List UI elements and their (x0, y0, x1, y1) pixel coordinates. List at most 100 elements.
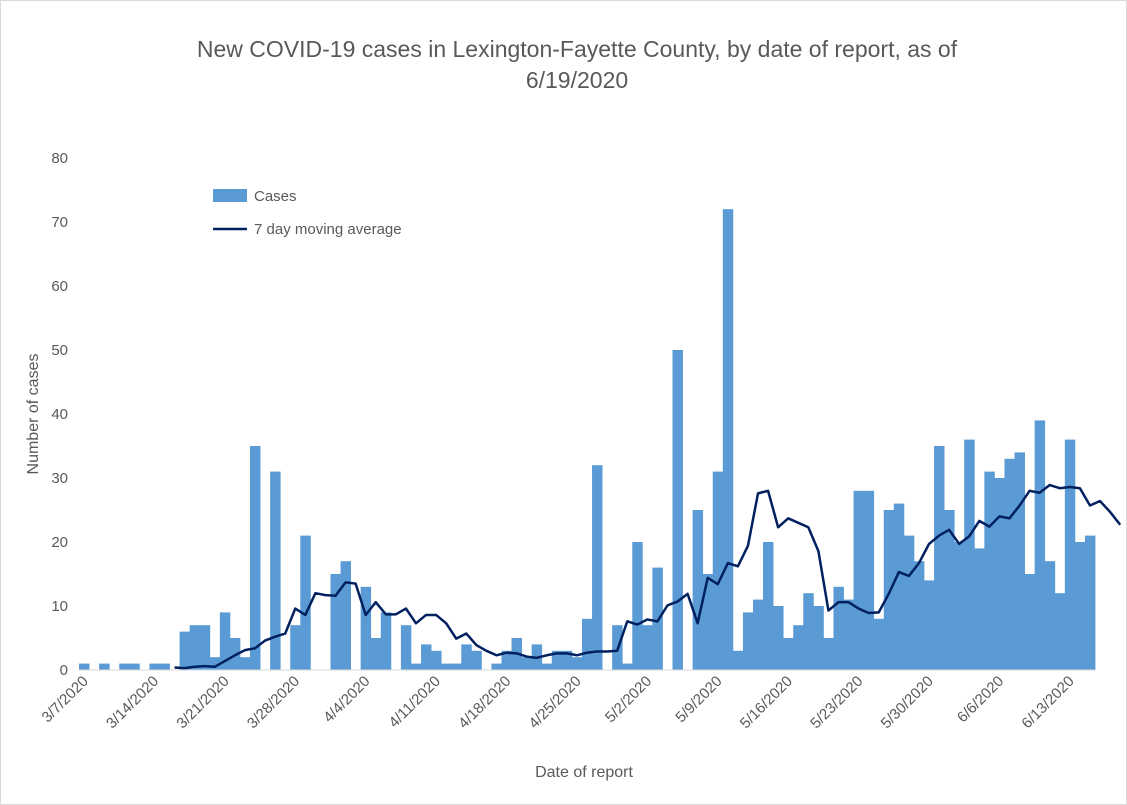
case-bar (270, 471, 281, 670)
case-bar (763, 542, 774, 670)
case-bar (944, 510, 955, 670)
case-bar (692, 510, 704, 670)
case-bar (783, 638, 794, 670)
x-tick-label: 4/4/2020 (320, 673, 373, 726)
case-bar (461, 644, 472, 670)
case-bar (984, 471, 995, 670)
case-bar (1034, 420, 1046, 670)
case-bar (853, 490, 865, 670)
legend-swatch-cases (213, 189, 247, 202)
case-bar (431, 650, 442, 670)
case-bar (380, 612, 392, 670)
case-bar (360, 586, 372, 670)
chart-title: New COVID-19 cases in Lexington-Fayette … (197, 36, 958, 93)
case-bar (199, 625, 211, 670)
case-bar (119, 663, 130, 670)
case-bar (561, 650, 573, 670)
y-tick-label: 60 (51, 278, 68, 295)
title-line-1: New COVID-19 cases in Lexington-Fayette … (197, 36, 958, 62)
case-bar (370, 638, 382, 670)
case-bar (1004, 458, 1015, 670)
y-tick-label: 50 (51, 342, 68, 359)
case-bar (883, 510, 895, 670)
x-axis-title: Date of report (535, 764, 633, 781)
case-bar (149, 663, 160, 670)
case-bar (209, 657, 221, 670)
case-bar (410, 663, 422, 670)
case-bar (742, 612, 754, 670)
x-axis-ticks: 3/7/2020 3/14/2020 3/21/2020 3/28/2020 4/4/2… (39, 673, 1078, 732)
case-bar (551, 650, 563, 670)
case-bar (712, 471, 724, 670)
case-bar (1064, 439, 1076, 670)
case-bar (239, 657, 251, 670)
case-bar (219, 612, 231, 670)
x-tick-label: 6/6/2020 (954, 673, 1007, 726)
case-bar (1014, 452, 1025, 670)
case-bar (813, 606, 824, 670)
case-bar (934, 446, 945, 670)
case-bar (863, 490, 875, 670)
case-bar (823, 638, 834, 670)
case-bar (1084, 535, 1096, 670)
case-bar (1054, 593, 1066, 670)
y-tick-label: 70 (51, 214, 68, 231)
x-tick-label: 4/25/2020 (526, 673, 585, 732)
case-bar (421, 644, 432, 670)
case-bar (903, 535, 915, 670)
case-bar (290, 625, 301, 670)
case-bar (994, 478, 1005, 670)
case-bar (521, 657, 533, 670)
case-bar (974, 548, 985, 670)
case-bar (400, 625, 412, 670)
case-bar (752, 599, 764, 670)
case-bar (632, 542, 643, 670)
case-bar (300, 535, 311, 670)
case-bar (642, 625, 653, 670)
y-tick-label: 80 (51, 150, 68, 167)
title-line-2: 6/19/2020 (526, 67, 628, 93)
case-bar (501, 650, 512, 670)
x-tick-label: 5/9/2020 (672, 673, 725, 726)
case-bar (843, 599, 854, 670)
case-bar (1044, 561, 1056, 670)
y-tick-label: 0 (60, 662, 68, 679)
case-bar (964, 439, 975, 670)
case-bar (340, 561, 351, 670)
case-bar (441, 663, 452, 670)
case-bar (1074, 542, 1086, 670)
case-bar (592, 465, 603, 670)
case-bar (79, 663, 90, 670)
case-bar (129, 663, 140, 670)
cases-bars (79, 209, 1096, 670)
x-tick-label: 3/14/2020 (103, 673, 162, 732)
case-bar (793, 625, 804, 670)
case-bar (622, 663, 633, 670)
case-bar (702, 574, 714, 670)
case-bar (672, 350, 683, 670)
case-bar (954, 542, 965, 670)
x-tick-label: 5/16/2020 (737, 673, 796, 732)
y-tick-label: 40 (51, 406, 68, 423)
case-bar (189, 625, 201, 670)
x-tick-label: 5/23/2020 (807, 673, 866, 732)
case-bar (773, 606, 784, 670)
legend-label-cases: Cases (254, 188, 297, 205)
case-bar (179, 631, 191, 670)
x-tick-label: 3/21/2020 (173, 673, 232, 732)
case-bar (330, 574, 341, 670)
case-bar (581, 618, 593, 670)
y-axis-ticks: 0 10 20 30 40 50 60 70 80 (51, 150, 68, 679)
case-bar (541, 663, 553, 670)
case-bar (732, 650, 744, 670)
x-tick-label: 3/7/2020 (39, 673, 92, 726)
x-tick-label: 5/2/2020 (602, 673, 655, 726)
case-bar (250, 446, 261, 670)
x-tick-label: 4/11/2020 (386, 673, 444, 731)
case-bar (923, 580, 935, 670)
case-bar (451, 663, 462, 670)
y-tick-label: 30 (51, 470, 68, 487)
case-bar (571, 657, 583, 670)
